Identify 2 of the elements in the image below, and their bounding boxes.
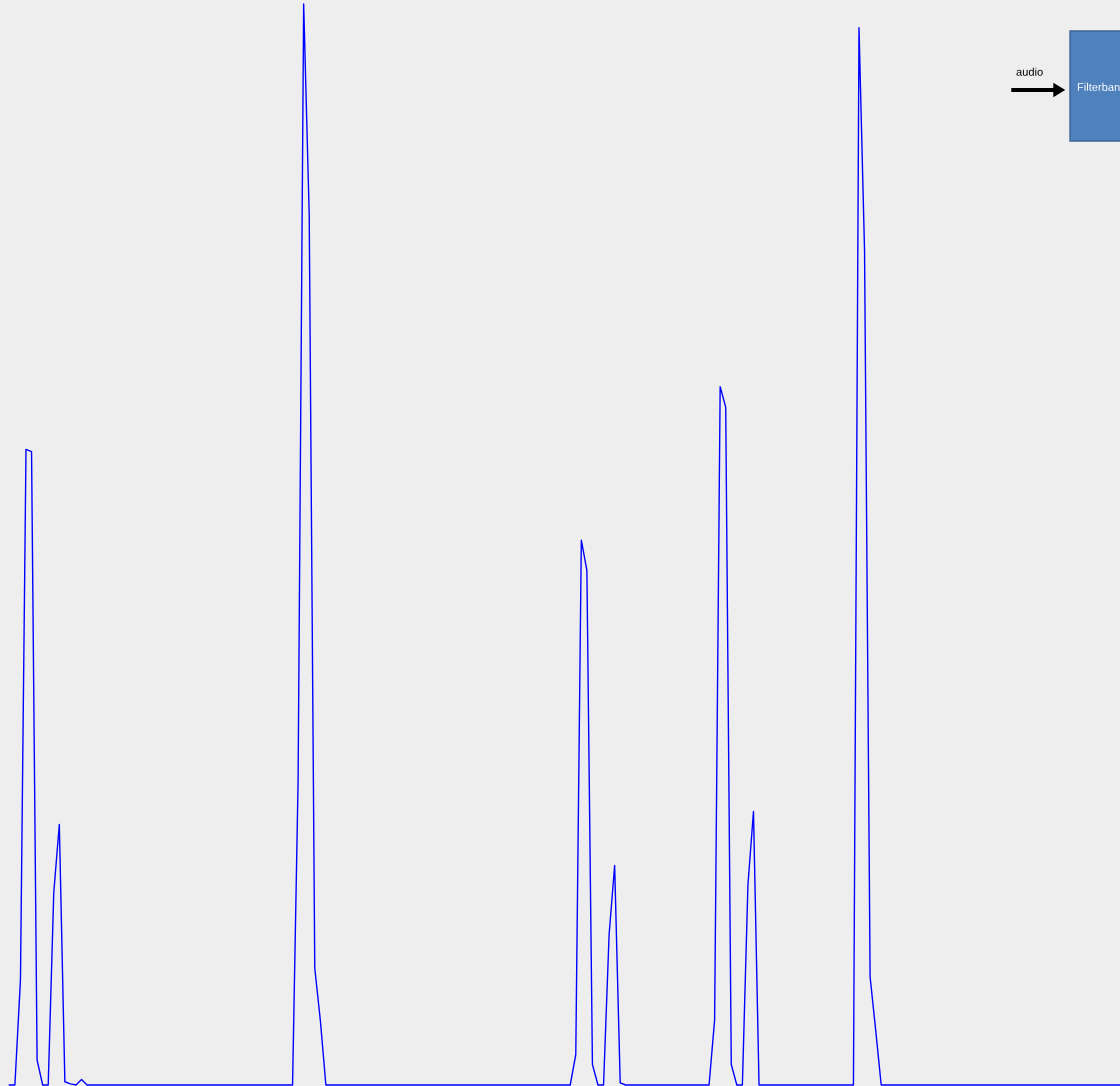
annotation: Filterban	[1077, 82, 1120, 91]
annotation: audio	[1016, 67, 1043, 76]
